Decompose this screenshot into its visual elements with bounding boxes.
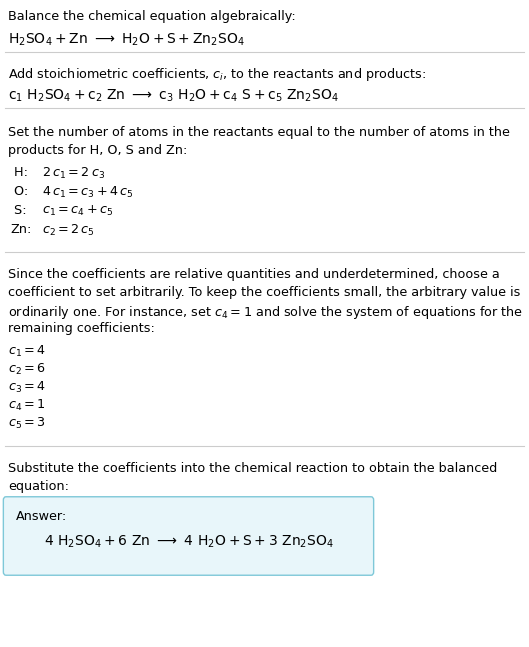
- Text: remaining coefficients:: remaining coefficients:: [8, 322, 155, 335]
- Text: equation:: equation:: [8, 480, 69, 493]
- Text: $c_1 = c_4 + c_5$: $c_1 = c_4 + c_5$: [42, 204, 113, 218]
- Text: Substitute the coefficients into the chemical reaction to obtain the balanced: Substitute the coefficients into the che…: [8, 462, 497, 475]
- Text: ordinarily one. For instance, set $c_4 = 1$ and solve the system of equations fo: ordinarily one. For instance, set $c_4 =…: [8, 304, 523, 321]
- Text: $c_3 = 4$: $c_3 = 4$: [8, 380, 46, 395]
- Text: H:: H:: [10, 166, 28, 179]
- Text: products for H, O, S and Zn:: products for H, O, S and Zn:: [8, 144, 187, 157]
- Text: $\mathrm{H_2SO_4 + Zn \ \longrightarrow \ H_2O + S + Zn_2SO_4}$: $\mathrm{H_2SO_4 + Zn \ \longrightarrow …: [8, 32, 244, 49]
- FancyBboxPatch shape: [3, 497, 373, 575]
- Text: $c_5 = 3$: $c_5 = 3$: [8, 416, 46, 431]
- Text: Balance the chemical equation algebraically:: Balance the chemical equation algebraica…: [8, 10, 296, 23]
- Text: S:: S:: [10, 204, 26, 217]
- Text: $\mathrm{4 \ H_2SO_4 + 6 \ Zn \ \longrightarrow \ 4 \ H_2O + S + 3 \ Zn_2SO_4}$: $\mathrm{4 \ H_2SO_4 + 6 \ Zn \ \longrig…: [44, 534, 334, 551]
- Text: $c_2 = 6$: $c_2 = 6$: [8, 362, 46, 377]
- Text: Zn:: Zn:: [10, 223, 31, 236]
- Text: Set the number of atoms in the reactants equal to the number of atoms in the: Set the number of atoms in the reactants…: [8, 126, 510, 139]
- Text: $\mathrm{c_1 \ H_2SO_4 + c_2 \ Zn \ \longrightarrow \ c_3 \ H_2O + c_4 \ S + c_5: $\mathrm{c_1 \ H_2SO_4 + c_2 \ Zn \ \lon…: [8, 88, 339, 104]
- Text: Add stoichiometric coefficients, $c_i$, to the reactants and products:: Add stoichiometric coefficients, $c_i$, …: [8, 66, 426, 83]
- Text: Answer:: Answer:: [16, 510, 67, 523]
- Text: $c_1 = 4$: $c_1 = 4$: [8, 344, 46, 359]
- Text: $4\,c_1 = c_3 + 4\,c_5$: $4\,c_1 = c_3 + 4\,c_5$: [42, 185, 134, 200]
- Text: $2\,c_1 = 2\,c_3$: $2\,c_1 = 2\,c_3$: [42, 166, 105, 181]
- Text: $c_4 = 1$: $c_4 = 1$: [8, 398, 45, 413]
- Text: $c_2 = 2\,c_5$: $c_2 = 2\,c_5$: [42, 223, 95, 238]
- Text: coefficient to set arbitrarily. To keep the coefficients small, the arbitrary va: coefficient to set arbitrarily. To keep …: [8, 286, 521, 299]
- Text: O:: O:: [10, 185, 28, 198]
- Text: Since the coefficients are relative quantities and underdetermined, choose a: Since the coefficients are relative quan…: [8, 268, 500, 281]
